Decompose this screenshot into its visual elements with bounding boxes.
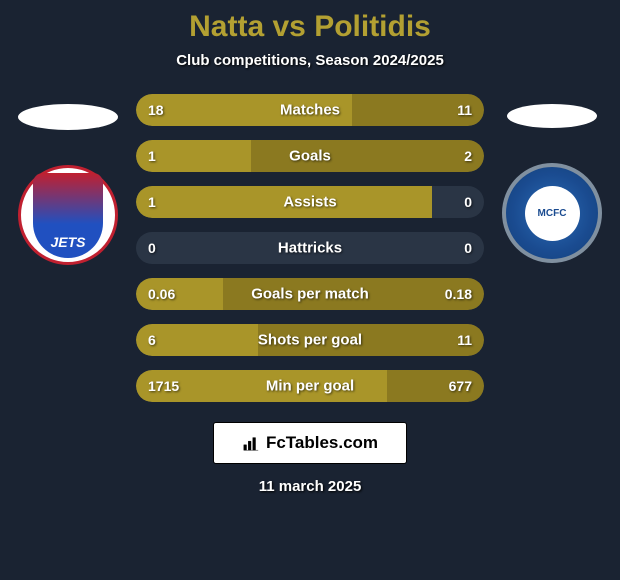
title: Natta vs Politidis — [5, 10, 615, 44]
stat-bar-assists: Assists 1 0 — [136, 186, 484, 218]
bar-left-value: 1 — [148, 194, 156, 210]
bar-left-value: 1715 — [148, 378, 179, 394]
bar-left-value: 1 — [148, 148, 156, 164]
bar-right-value: 677 — [449, 378, 472, 394]
player2-name: Politidis — [314, 10, 431, 43]
vs-text: vs — [272, 10, 305, 43]
left-side: JETS — [8, 94, 128, 265]
bar-label: Shots per goal — [258, 332, 362, 349]
comparison-area: JETS Matches1811Goals12Assists10Hattrick… — [5, 94, 615, 402]
stat-bar-matches: Matches 18 11 — [136, 94, 484, 126]
bar-right-value: 0.18 — [445, 286, 472, 302]
stat-bar-hattricks: Hattricks 0 0 — [136, 232, 484, 264]
infographic-container: Natta vs Politidis Club competitions, Se… — [0, 0, 620, 580]
left-oval — [18, 104, 118, 130]
right-side: MCFC — [492, 94, 612, 263]
footer: FcTables.com 11 march 2025 — [5, 422, 615, 495]
bar-label: Goals per match — [251, 286, 369, 303]
left-badge: JETS — [18, 165, 118, 265]
chart-icon — [242, 434, 260, 452]
bar-right-value: 0 — [464, 240, 472, 256]
brand-pill: FcTables.com — [213, 422, 407, 464]
stat-bar-min-per-goal: Min per goal 1715 677 — [136, 370, 484, 402]
bar-left-value: 0.06 — [148, 286, 175, 302]
stat-bar-shots-per-goal: Shots per goal 6 11 — [136, 324, 484, 356]
bar-right-value: 11 — [457, 332, 472, 348]
right-oval — [507, 104, 597, 128]
player1-name: Natta — [189, 10, 264, 43]
bar-label: Matches — [280, 102, 340, 119]
bars-column: Matches 18 11 Goals 1 2 Assists 1 0 Hattricks 0 0 Go… — [136, 94, 484, 402]
bar-right-value: 0 — [464, 194, 472, 210]
right-badge-label: MCFC — [525, 186, 580, 241]
bar-right-value: 11 — [457, 102, 472, 118]
bar-left-value: 0 — [148, 240, 156, 256]
bar-right-fill — [251, 140, 484, 172]
bar-label: Min per goal — [266, 378, 354, 395]
subtitle: Club competitions, Season 2024/2025 — [5, 52, 615, 69]
brand-text: FcTables.com — [266, 433, 378, 453]
right-badge: MCFC — [502, 163, 602, 263]
bar-left-value: 6 — [148, 332, 156, 348]
bar-left-value: 18 — [148, 102, 164, 118]
stat-bar-goals-per-match: Goals per match 0.06 0.18 — [136, 278, 484, 310]
bar-label: Hattricks — [278, 240, 342, 257]
date-text: 11 march 2025 — [259, 478, 362, 495]
bar-label: Goals — [289, 148, 331, 165]
stat-bar-goals: Goals 1 2 — [136, 140, 484, 172]
left-badge-label: JETS — [33, 173, 103, 258]
bar-label: Assists — [283, 194, 336, 211]
bar-right-value: 2 — [464, 148, 472, 164]
